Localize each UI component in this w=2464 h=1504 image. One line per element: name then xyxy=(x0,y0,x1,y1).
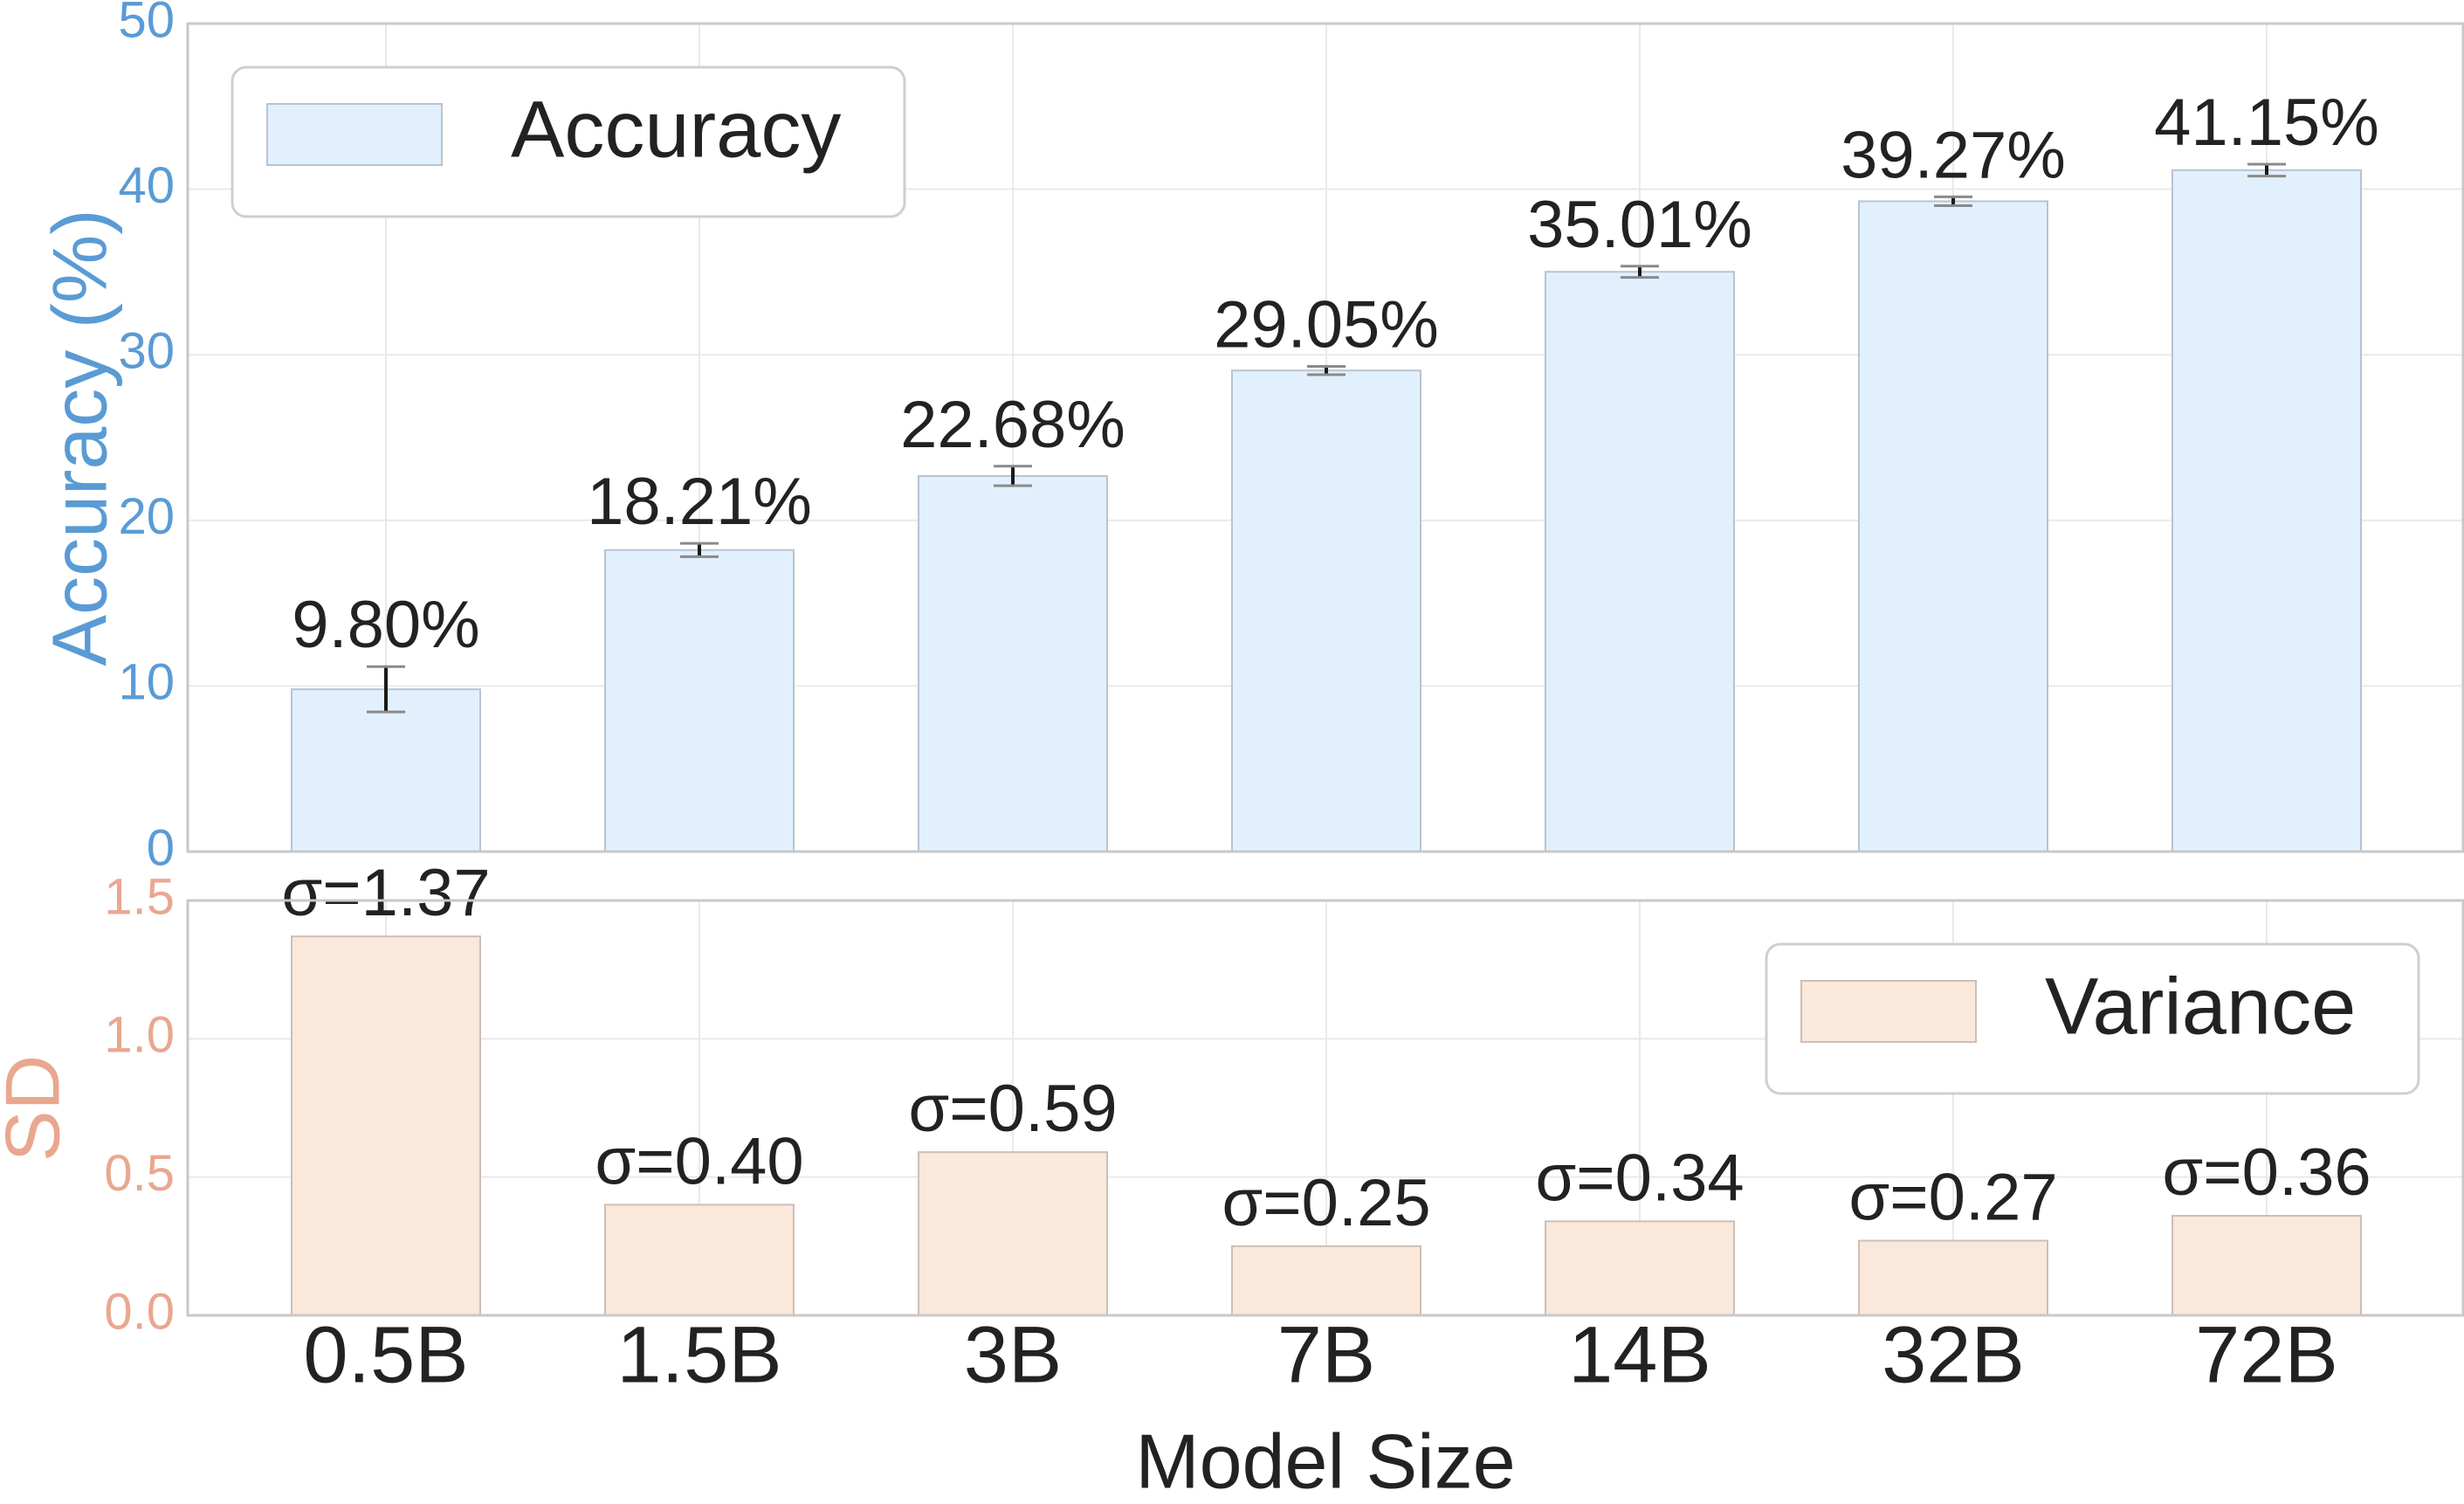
accuracy-legend-label: Accuracy xyxy=(511,85,841,174)
accuracy-bar xyxy=(604,548,795,852)
accuracy-plot-frame xyxy=(186,22,2464,853)
accuracy-data-label: 35.01% xyxy=(1527,188,1752,262)
variance-bar xyxy=(1858,1239,2048,1316)
accuracy-bar xyxy=(291,688,481,853)
variance-legend: Variance xyxy=(1765,942,2420,1095)
variance-y-tick-label: 0.0 xyxy=(104,1283,175,1340)
accuracy-y-tick-label: 50 xyxy=(118,0,175,48)
variance-data-labels: σ=1.37 σ=0.40 σ=0.59 σ=0.25 σ=0.34 σ=0.27 σ=0.… xyxy=(281,856,2371,1240)
accuracy-y-tick-label: 40 xyxy=(118,157,175,214)
variance-data-label: σ=0.25 xyxy=(1222,1166,1430,1240)
accuracy-data-label: 39.27% xyxy=(1841,118,2066,192)
variance-bar xyxy=(604,1204,795,1317)
x-tick-label: 14B xyxy=(1568,1310,1711,1399)
variance-bar xyxy=(1545,1220,1735,1317)
variance-plot-frame xyxy=(186,899,2464,1317)
variance-data-label: σ=0.36 xyxy=(2162,1135,2371,1210)
variance-data-label: σ=0.34 xyxy=(1535,1141,1744,1215)
variance-y-ticks: 0.0 0.5 1.0 1.5 xyxy=(104,868,175,1340)
variance-data-label: σ=1.37 xyxy=(281,856,490,930)
accuracy-bar xyxy=(1545,271,1735,852)
x-axis-label: Model Size xyxy=(1135,1418,1515,1504)
variance-bar xyxy=(291,935,481,1316)
x-tick-label: 3B xyxy=(964,1310,1063,1399)
variance-legend-swatch xyxy=(1800,980,1977,1043)
accuracy-bars xyxy=(291,169,2362,853)
variance-y-tick-label: 1.5 xyxy=(104,868,175,925)
accuracy-legend-swatch xyxy=(266,103,443,166)
x-tick-label: 32B xyxy=(1882,1310,2025,1399)
accuracy-data-label: 9.80% xyxy=(292,588,480,662)
variance-data-label: σ=0.40 xyxy=(595,1124,803,1198)
variance-bars xyxy=(291,935,2362,1317)
x-tick-label: 72B xyxy=(2195,1310,2338,1399)
x-tick-label: 0.5B xyxy=(303,1310,468,1399)
variance-data-label: σ=0.59 xyxy=(908,1072,1117,1146)
variance-y-tick-label: 1.0 xyxy=(104,1007,175,1064)
variance-legend-label: Variance xyxy=(2045,962,2356,1051)
x-tick-labels: 0.5B 1.5B 3B 7B 14B 32B 72B xyxy=(303,1310,2337,1399)
x-tick-label: 7B xyxy=(1277,1310,1376,1399)
accuracy-y-tick-label: 0 xyxy=(147,819,175,876)
accuracy-data-labels: 9.80% 18.21% 22.68% 29.05% 35.01% 39.27% 41.15… xyxy=(292,86,2379,662)
x-tick-label: 1.5B xyxy=(616,1310,781,1399)
variance-bar xyxy=(2171,1215,2362,1316)
accuracy-data-label: 29.05% xyxy=(1214,287,1439,362)
accuracy-bar xyxy=(1858,200,2048,852)
accuracy-data-label: 22.68% xyxy=(900,388,1125,462)
accuracy-bar xyxy=(1231,369,1421,853)
accuracy-bar xyxy=(918,474,1108,852)
variance-bar xyxy=(1231,1245,1421,1317)
accuracy-legend: Accuracy xyxy=(231,66,906,218)
accuracy-error-bars xyxy=(367,162,2286,714)
accuracy-bar xyxy=(2171,169,2362,852)
accuracy-y-axis-label: Accuracy (%) xyxy=(36,209,122,666)
variance-data-label: σ=0.27 xyxy=(1848,1161,2057,1235)
variance-y-tick-label: 0.5 xyxy=(104,1145,175,1202)
accuracy-panel: 9.80% 18.21% 22.68% 29.05% 35.01% 39.27% 41.15… xyxy=(36,0,2464,876)
accuracy-data-label: 18.21% xyxy=(587,465,812,539)
variance-bar xyxy=(918,1151,1108,1316)
accuracy-y-ticks: 0 10 20 30 40 50 xyxy=(118,0,175,876)
accuracy-y-tick-label: 10 xyxy=(118,654,175,711)
variance-panel: σ=1.37 σ=0.40 σ=0.59 σ=0.25 σ=0.34 σ=0.27 σ=0.… xyxy=(0,856,2464,1504)
accuracy-y-tick-label: 20 xyxy=(118,488,175,545)
accuracy-y-tick-label: 30 xyxy=(118,323,175,380)
variance-y-axis-label: SD xyxy=(0,1055,75,1162)
accuracy-data-label: 41.15% xyxy=(2154,86,2379,160)
